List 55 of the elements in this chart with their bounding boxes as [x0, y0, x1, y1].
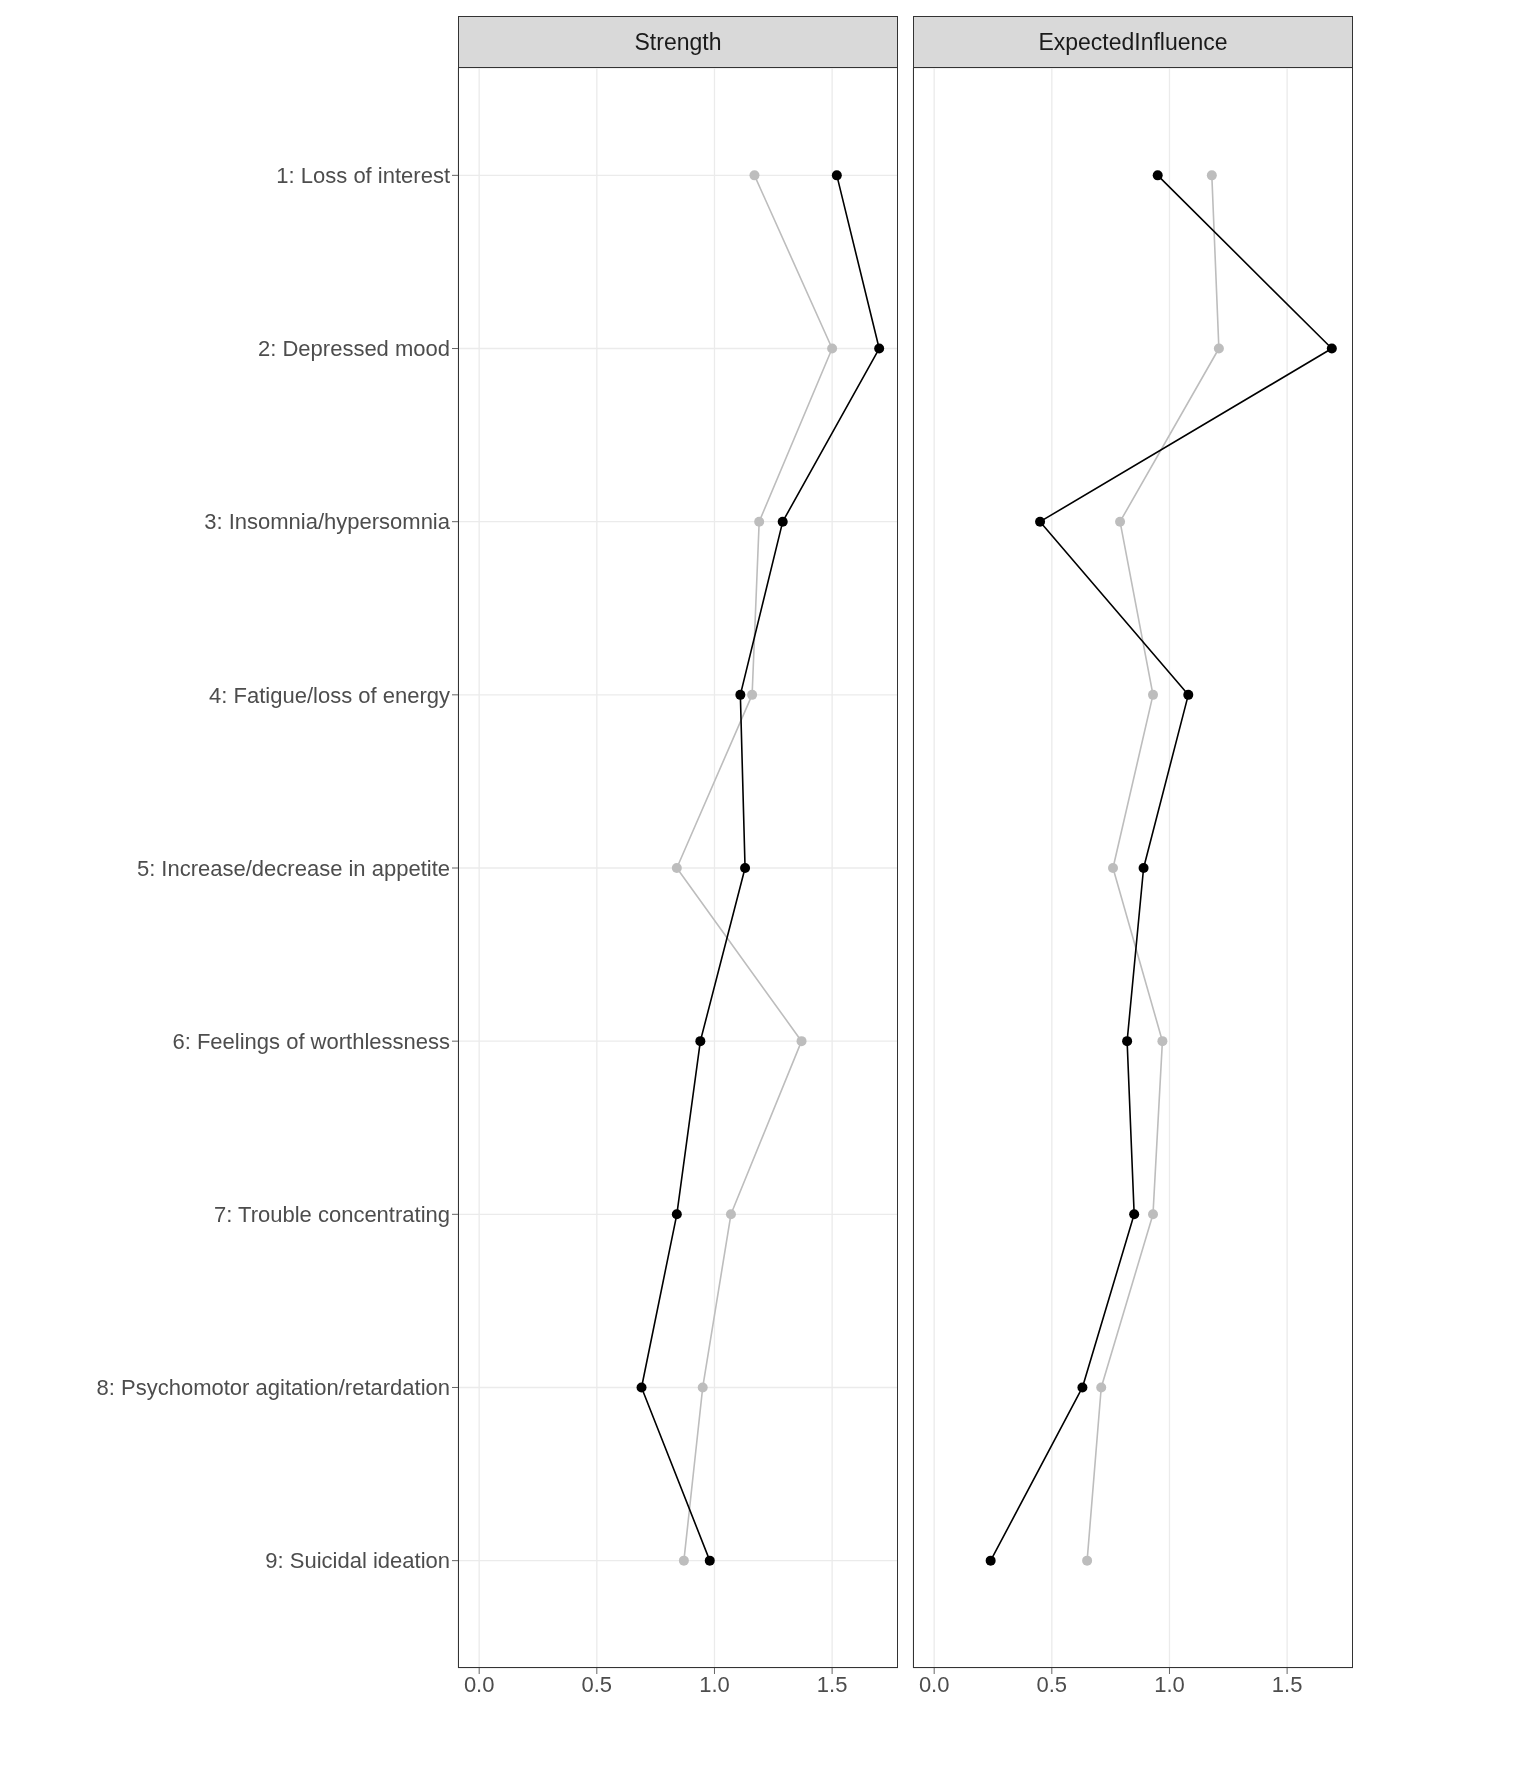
- point: [749, 170, 760, 181]
- point: [1077, 1382, 1088, 1393]
- point: [1138, 863, 1149, 873]
- point: [1096, 1382, 1107, 1393]
- point: [754, 516, 765, 527]
- point: [695, 1036, 706, 1047]
- point: [671, 1209, 682, 1220]
- y-tick-label: 8: Psychomotor agitation/retardation: [96, 1375, 450, 1401]
- x-tick-label: 1.5: [816, 1671, 848, 1697]
- point: [671, 863, 682, 873]
- point: [747, 689, 758, 700]
- y-tick-label: 1: Loss of interest: [276, 163, 450, 189]
- point: [1122, 1036, 1133, 1047]
- point: [1115, 516, 1126, 527]
- point: [1035, 516, 1046, 527]
- y-tick-label: 9: Suicidal ideation: [265, 1548, 450, 1574]
- point: [725, 1209, 736, 1220]
- y-tick-label: 7: Trouble concentrating: [213, 1202, 450, 1228]
- point: [740, 863, 751, 873]
- point: [985, 1555, 996, 1566]
- point: [1108, 863, 1118, 873]
- point: [827, 343, 838, 354]
- y-tick-label: 3: Insomnia/hypersomnia: [204, 509, 451, 535]
- x-tick-label: 1.0: [699, 1671, 730, 1697]
- x-tick-label: 0.5: [1036, 1671, 1068, 1697]
- point: [697, 1382, 708, 1393]
- y-tick-label: 2: Depressed mood: [258, 336, 450, 362]
- point: [831, 170, 842, 181]
- point: [636, 1382, 647, 1393]
- x-tick-label: 0.0: [918, 1671, 950, 1697]
- chart-title: ExpectedInfluence: [913, 16, 1353, 68]
- point: [1157, 1036, 1168, 1047]
- point: [1213, 343, 1224, 354]
- y-tick-label: 5: Increase/decrease in appetite: [136, 855, 450, 881]
- y-tick-label: 4: Fatigue/loss of energy: [209, 682, 450, 708]
- point: [796, 1036, 807, 1047]
- y-tick-label: 6: Feelings of worthlessness: [172, 1028, 450, 1054]
- point: [1082, 1555, 1093, 1566]
- point: [874, 343, 885, 354]
- x-tick-label: 0.5: [581, 1671, 613, 1697]
- x-tick-label: 1.0: [1154, 1671, 1185, 1697]
- x-tick-label: 0.0: [463, 1671, 495, 1697]
- point: [735, 689, 746, 700]
- point: [1129, 1209, 1140, 1220]
- point: [1183, 689, 1194, 700]
- x-tick-label: 1.5: [1271, 1671, 1303, 1697]
- point: [1148, 1209, 1158, 1220]
- point: [1326, 343, 1337, 354]
- point: [1148, 689, 1158, 700]
- point: [704, 1555, 715, 1566]
- point: [777, 516, 788, 527]
- point: [1206, 170, 1217, 181]
- point: [678, 1555, 689, 1566]
- chart-title: Strength: [458, 16, 898, 68]
- point: [1152, 170, 1163, 181]
